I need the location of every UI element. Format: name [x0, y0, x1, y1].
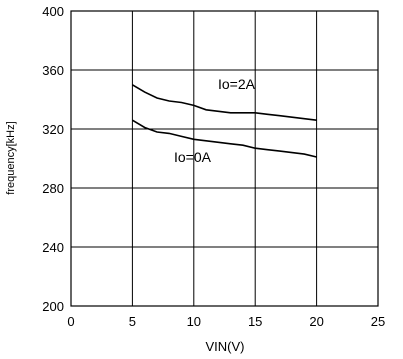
x-tick-label: 5: [129, 314, 136, 329]
x-axis-label: VIN(V): [206, 339, 245, 354]
series-line-1: [131, 119, 317, 158]
grid: [71, 11, 378, 306]
x-tick-label: 10: [187, 314, 201, 329]
series-layer: [131, 84, 317, 158]
series-line-0: [131, 84, 317, 121]
y-tick-label: 240: [42, 240, 64, 255]
x-tick-label: 15: [248, 314, 262, 329]
y-tick-label: 280: [42, 181, 64, 196]
y-tick-label: 360: [42, 63, 64, 78]
y-axis-label: frequency[kHz]: [5, 121, 17, 194]
y-tick-label: 320: [42, 122, 64, 137]
x-tick-label: 25: [371, 314, 385, 329]
x-tick-label: 0: [67, 314, 74, 329]
y-tick-label: 400: [42, 4, 64, 19]
x-tick-label: 20: [309, 314, 323, 329]
series-label-io0a: Io=0A: [174, 149, 212, 165]
plot-frame: [70, 10, 379, 307]
tick-labels: 0 5 10 15 20 25 200 240 280 320 360 400: [42, 4, 385, 329]
y-tick-label: 200: [42, 299, 64, 314]
series-label-io2a: Io=2A: [218, 76, 256, 92]
